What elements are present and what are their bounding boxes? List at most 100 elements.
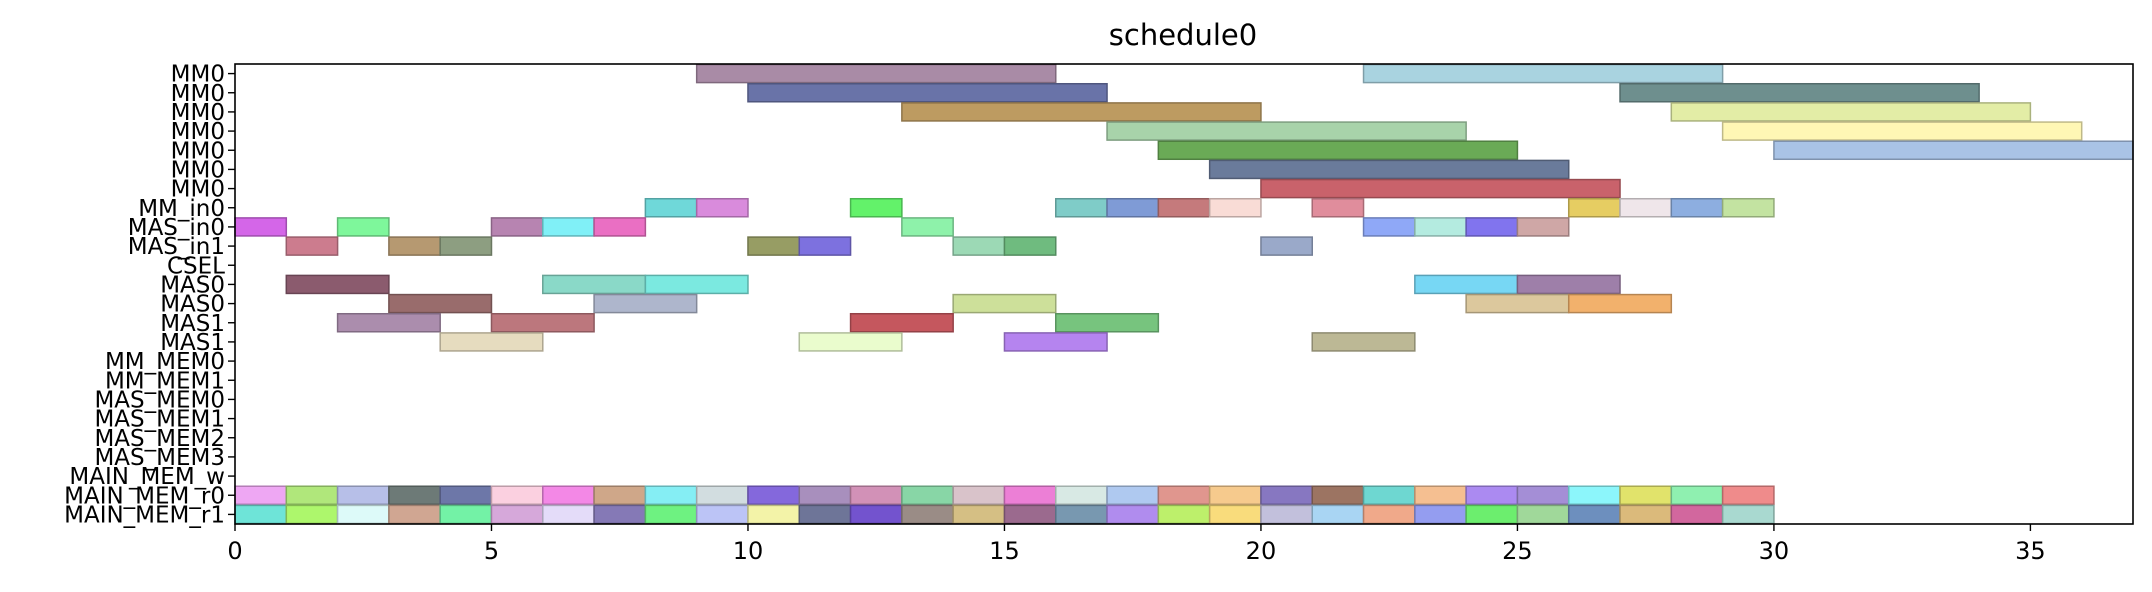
task-bar bbox=[1055, 504, 1108, 525]
task-bar bbox=[1414, 274, 1519, 295]
task-bar bbox=[747, 236, 801, 256]
task-bar bbox=[1106, 121, 1467, 141]
y-tick-label: MM_MEM0 bbox=[105, 349, 225, 375]
task-bar bbox=[849, 485, 903, 506]
task-bar bbox=[490, 217, 544, 237]
y-tick-label: MAIN_MEM_r1 bbox=[64, 502, 225, 528]
y-tick-label: MM0 bbox=[171, 81, 225, 107]
task-bar bbox=[798, 485, 852, 506]
task-bar bbox=[1619, 485, 1673, 506]
task-bar bbox=[388, 485, 441, 506]
task-bar bbox=[901, 217, 954, 237]
task-bar bbox=[1157, 140, 1519, 161]
task-bar bbox=[1670, 102, 2032, 122]
task-bar bbox=[1362, 63, 1724, 84]
task-bar bbox=[849, 504, 903, 525]
task-bar bbox=[798, 332, 903, 352]
x-tick-label: 15 bbox=[989, 537, 1020, 565]
task-bar bbox=[593, 217, 647, 237]
task-bar bbox=[1670, 485, 1724, 506]
task-bar bbox=[1311, 197, 1365, 218]
task-bar bbox=[1260, 485, 1313, 506]
x-tick-label: 5 bbox=[484, 537, 499, 565]
y-tick-label: MAIN_MEM_r0 bbox=[64, 483, 225, 509]
y-tick-label: MAS_in0 bbox=[128, 215, 225, 241]
task-bar bbox=[1567, 197, 1621, 218]
y-tick-label: MAS0 bbox=[160, 272, 225, 298]
y-tick-label: MM0 bbox=[171, 119, 225, 145]
y-tick-label: CSEL bbox=[167, 253, 225, 279]
task-bar bbox=[1055, 197, 1108, 218]
task-bar bbox=[1208, 197, 1262, 218]
task-bar bbox=[1567, 504, 1621, 525]
y-tick-label: MAS0 bbox=[160, 292, 225, 318]
y-tick-label: MAS_MEM1 bbox=[94, 407, 225, 433]
task-bar bbox=[490, 485, 544, 506]
y-tick-label: MM_MEM1 bbox=[105, 368, 225, 394]
task-bar bbox=[1721, 485, 1775, 506]
y-tick-label: MM0 bbox=[171, 177, 225, 203]
task-bar bbox=[1516, 485, 1570, 506]
task-bar bbox=[695, 485, 749, 506]
task-bar bbox=[1311, 504, 1365, 525]
x-tick-label: 35 bbox=[2015, 537, 2046, 565]
task-bar bbox=[542, 504, 595, 525]
task-bar bbox=[542, 217, 595, 237]
task-bar bbox=[1619, 504, 1673, 525]
task-bar bbox=[336, 485, 390, 506]
task-bar bbox=[1414, 504, 1467, 525]
task-bar bbox=[644, 504, 698, 525]
task-bar bbox=[285, 236, 339, 256]
task-bar bbox=[747, 82, 1108, 103]
task-bar bbox=[1208, 159, 1570, 180]
task-bar bbox=[234, 217, 288, 237]
y-tick-label: MAS_MEM2 bbox=[94, 426, 225, 452]
task-bar bbox=[542, 274, 647, 295]
task-bar bbox=[285, 274, 390, 295]
task-bar bbox=[1465, 504, 1519, 525]
task-bar bbox=[952, 293, 1057, 314]
plot-frame bbox=[234, 63, 2134, 525]
task-bar bbox=[644, 197, 698, 218]
task-bar bbox=[1055, 485, 1108, 506]
task-bar bbox=[1260, 236, 1313, 256]
y-tick-label: MM0 bbox=[171, 62, 225, 88]
task-bar bbox=[234, 485, 288, 506]
y-tick-label: MAS1 bbox=[160, 330, 225, 356]
x-tick-label: 30 bbox=[1759, 537, 1790, 565]
task-bar bbox=[747, 485, 801, 506]
task-bar bbox=[1055, 312, 1160, 333]
task-bar bbox=[490, 504, 544, 525]
task-bar bbox=[849, 312, 954, 333]
task-bar bbox=[644, 485, 698, 506]
task-bar bbox=[1465, 485, 1519, 506]
y-axis: MM0MM0MM0MM0MM0MM0MM0MM_in0MAS_in0MAS_in… bbox=[64, 62, 235, 528]
x-tick-label: 0 bbox=[227, 537, 242, 565]
task-bar bbox=[1003, 236, 1057, 256]
task-bar bbox=[1465, 293, 1570, 314]
task-bar bbox=[1362, 504, 1416, 525]
task-bar bbox=[1670, 504, 1724, 525]
task-bar bbox=[593, 504, 647, 525]
task-bar bbox=[1721, 504, 1775, 525]
task-bar bbox=[1003, 485, 1057, 506]
task-bar bbox=[1516, 274, 1621, 295]
task-bars bbox=[234, 63, 2134, 525]
task-bar bbox=[1721, 121, 2083, 141]
task-bar bbox=[1003, 332, 1108, 352]
task-bar bbox=[1260, 178, 1621, 199]
task-bar bbox=[1414, 485, 1467, 506]
y-tick-label: MM_in0 bbox=[138, 196, 225, 222]
task-bar bbox=[542, 485, 595, 506]
y-tick-label: MAIN_MEM_w bbox=[69, 464, 225, 490]
task-bar bbox=[593, 293, 698, 314]
task-bar bbox=[490, 312, 595, 333]
task-bar bbox=[1106, 485, 1160, 506]
task-bar bbox=[388, 293, 493, 314]
task-bar bbox=[1157, 485, 1211, 506]
chart-title: schedule0 bbox=[1109, 18, 1257, 52]
task-bar bbox=[1208, 504, 1262, 525]
task-bar bbox=[1106, 504, 1160, 525]
x-tick-label: 10 bbox=[733, 537, 764, 565]
